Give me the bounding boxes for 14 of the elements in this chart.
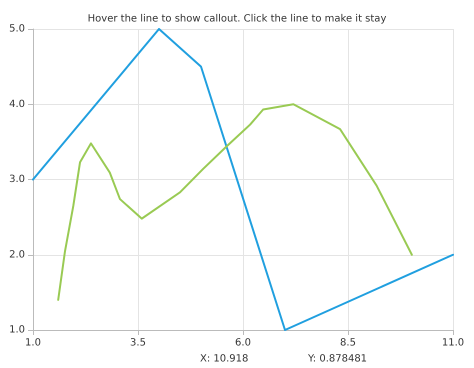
y-tick-label: 1.0: [9, 324, 25, 336]
text: Y: 0.878481: [307, 354, 368, 364]
line-series: [57, 103, 413, 301]
x-tick-label: 6.0: [235, 338, 251, 348]
y-tick-label: 5.0: [9, 24, 25, 34]
x-tick-label: 11.0: [442, 338, 464, 348]
x-tick-label: 8.5: [340, 338, 356, 348]
x-tick-label: 1.0: [25, 338, 41, 348]
y-tick-label: 4.0: [9, 98, 25, 110]
x-tick-label: 3.5: [130, 338, 146, 348]
text: X: 10.918: [200, 354, 248, 364]
y-tick-label: 2.0: [9, 249, 25, 260]
y-tick-label: 3.0: [9, 174, 25, 185]
chart-title: Hover the line to show callout. Click the line to make it stay: [88, 14, 386, 24]
